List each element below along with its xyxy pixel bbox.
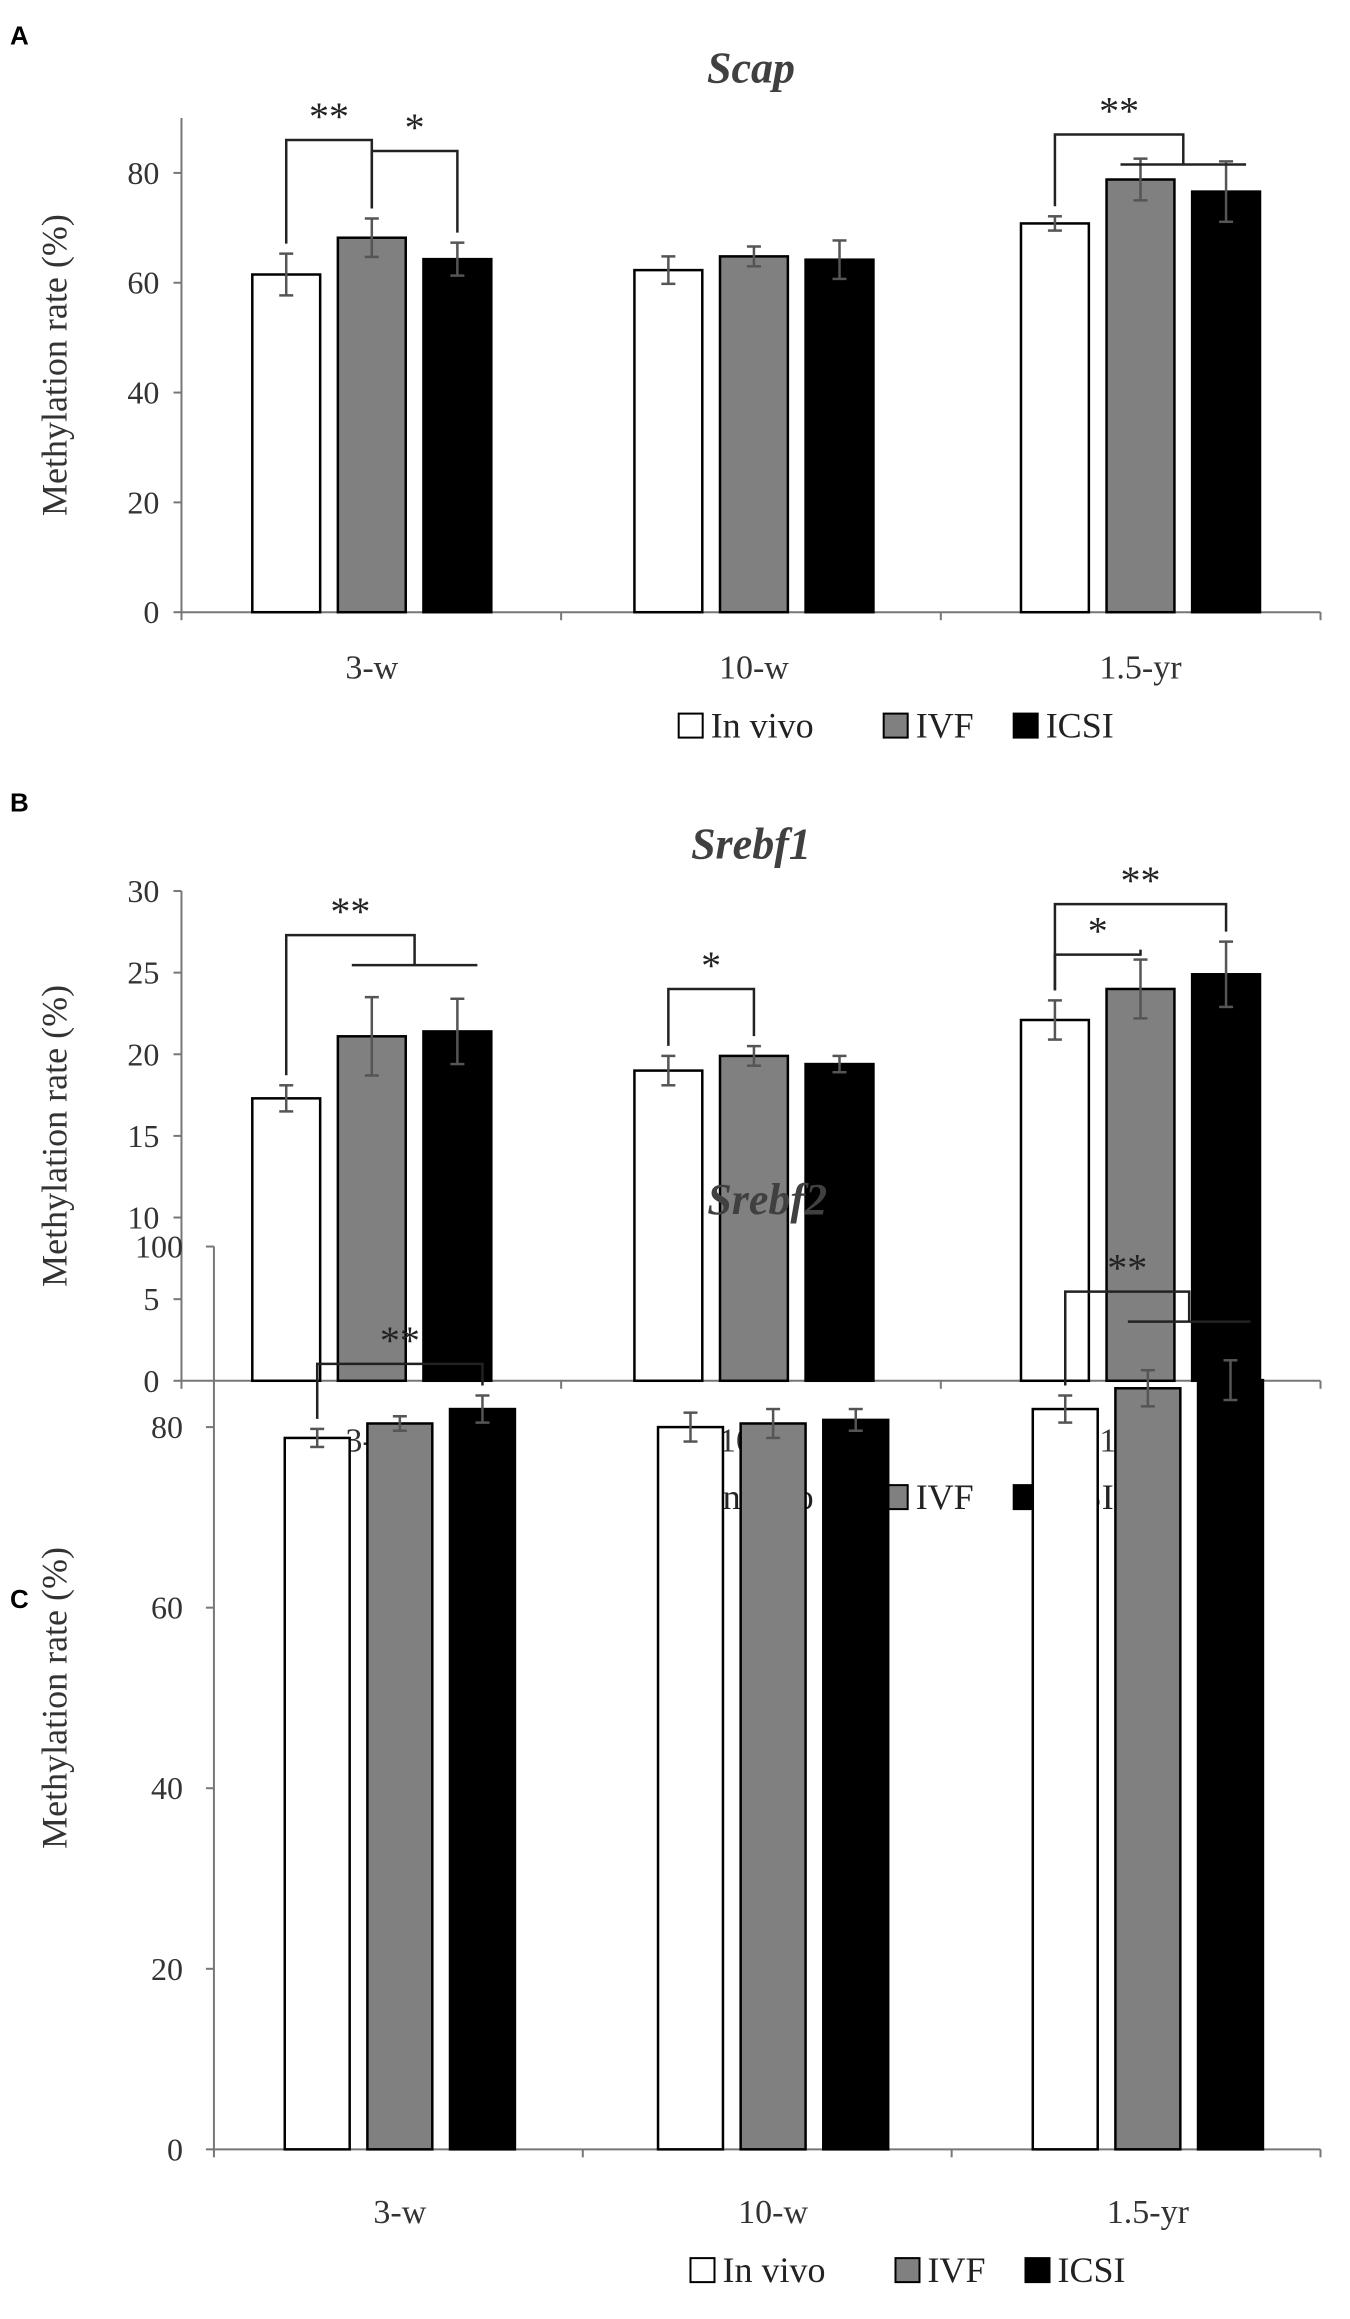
- bar-icsi-1.5-yr: [1190, 190, 1262, 614]
- significance-label: **: [380, 1318, 420, 1363]
- bar-ivf-10-w: [718, 1054, 790, 1383]
- chart-title: Srebf1: [691, 820, 811, 869]
- significance-bracket: [1053, 902, 1228, 991]
- bar-ivf-3-w: [366, 1422, 434, 2151]
- y-tick-label: 20: [127, 1036, 159, 1072]
- bar-icsi-1.5-yr: [1190, 973, 1262, 1383]
- bar-ivf-1.5-yr: [1114, 1387, 1182, 2151]
- legend-swatch-in-vivo: [677, 712, 704, 739]
- significance-bracket: [284, 933, 416, 1076]
- legend-label: IVF: [916, 706, 974, 746]
- y-tick-label: 15: [127, 1118, 159, 1154]
- x-category-label: 3-w: [373, 2194, 426, 2231]
- x-category-label: 1.5-yr: [1107, 2194, 1190, 2231]
- significance-label: **: [1107, 1246, 1147, 1291]
- bar-icsi-1.5-yr: [1196, 1378, 1265, 2151]
- legend-swatch-ivf: [882, 712, 909, 739]
- bar-in-vivo-3-w: [283, 1436, 351, 2151]
- y-axis-title: Methylation rate (%): [34, 985, 74, 1287]
- panel-label: A: [10, 20, 29, 50]
- significance-bracket: [667, 987, 756, 1046]
- significance-bracket: [1053, 133, 1185, 207]
- x-category-label: 10-w: [738, 2194, 808, 2231]
- bar-in-vivo-3-w: [251, 273, 322, 614]
- bar-ivf-3-w: [336, 236, 407, 614]
- y-tick-label: 0: [167, 2131, 183, 2167]
- y-tick-label: 30: [127, 873, 159, 909]
- significance-label: *: [1088, 909, 1108, 954]
- y-tick-label: 80: [127, 155, 159, 191]
- bar-in-vivo-1.5-yr: [1019, 1018, 1091, 1383]
- bar-icsi-3-w: [448, 1407, 517, 2151]
- bar-in-vivo-10-w: [656, 1425, 725, 2151]
- y-tick-label: 20: [127, 484, 159, 520]
- legend-label: ICSI: [1057, 2250, 1125, 2290]
- bar-icsi-10-w: [804, 258, 875, 614]
- bar-in-vivo-10-w: [633, 268, 704, 614]
- x-category-label: 10-w: [719, 650, 789, 687]
- legend-swatch-ivf: [894, 2257, 921, 2284]
- bar-ivf-1.5-yr: [1105, 987, 1176, 1383]
- y-tick-label: 0: [143, 594, 159, 630]
- legend-label: In vivo: [711, 706, 814, 746]
- x-category-label: 1.5-yr: [1099, 650, 1182, 687]
- y-axis-title: Methylation rate (%): [34, 1547, 74, 1849]
- x-category-label: 3-w: [345, 650, 398, 687]
- chart-panel-a: A Scap 0 20 40 60 80 Methylation rate (%) 3-w 10-…: [10, 20, 1322, 746]
- chart-title: Srebf2: [707, 1175, 827, 1224]
- significance-label: *: [701, 943, 721, 988]
- y-axis-title: Methylation rate (%): [34, 214, 74, 516]
- bar-in-vivo-1.5-yr: [1019, 222, 1091, 614]
- bar-ivf-10-w: [739, 1422, 807, 2151]
- y-tick-label: 80: [151, 1409, 183, 1445]
- significance-bracket: [315, 1362, 484, 1419]
- legend-label: IVF: [927, 2250, 985, 2290]
- y-tick-label: 40: [127, 375, 159, 411]
- bar-in-vivo-1.5-yr: [1031, 1407, 1099, 2151]
- y-tick-label: 0: [143, 1363, 159, 1399]
- legend-swatch-icsi: [1024, 2257, 1051, 2284]
- y-tick-label: 5: [143, 1281, 159, 1317]
- legend-swatch-in-vivo: [689, 2257, 716, 2284]
- significance-label: **: [330, 889, 370, 934]
- significance-label: **: [309, 94, 349, 139]
- legend-label: IVF: [916, 1477, 974, 1517]
- y-tick-label: 25: [127, 955, 159, 991]
- legend-swatch-icsi: [1012, 712, 1039, 739]
- significance-bracket: [1063, 1290, 1191, 1386]
- significance-label: *: [405, 105, 425, 150]
- legend-label: ICSI: [1046, 706, 1114, 746]
- bar-in-vivo-3-w: [251, 1097, 322, 1383]
- bar-icsi-10-w: [804, 1062, 875, 1383]
- significance-label: **: [1099, 88, 1139, 133]
- y-tick-label: 100: [135, 1229, 183, 1265]
- bar-in-vivo-10-w: [633, 1069, 704, 1383]
- bar-icsi-3-w: [422, 1030, 493, 1383]
- chart-title: Scap: [707, 44, 795, 93]
- y-tick-label: 60: [127, 265, 159, 301]
- panel-label: C: [10, 1584, 29, 1614]
- bar-icsi-10-w: [822, 1418, 890, 2151]
- y-tick-label: 60: [151, 1590, 183, 1626]
- legend-label: In vivo: [722, 2250, 825, 2290]
- panel-label: B: [10, 787, 29, 817]
- significance-bracket: [370, 149, 459, 233]
- significance-label: **: [1120, 858, 1160, 903]
- y-tick-label: 10: [127, 1200, 159, 1236]
- y-tick-label: 20: [151, 1951, 183, 1987]
- bar-ivf-3-w: [336, 1035, 407, 1383]
- bar-ivf-10-w: [718, 255, 790, 614]
- bar-icsi-3-w: [422, 257, 493, 614]
- y-tick-label: 40: [151, 1770, 183, 1806]
- bar-ivf-1.5-yr: [1105, 178, 1176, 614]
